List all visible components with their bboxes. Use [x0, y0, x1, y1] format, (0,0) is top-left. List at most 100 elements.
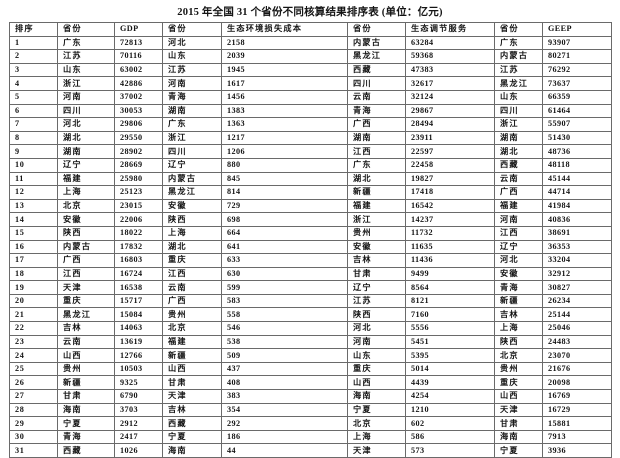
cell-eco-regulation-service: 29867	[405, 103, 495, 119]
table-row: 15 陕西 18022 上海 664 贵州 11732 江西 38691	[9, 225, 612, 241]
table-header: 排序 省份 GDP 省份 生态环境损失成本 省份 生态调节服务 省份 GEEP	[9, 22, 612, 37]
cell-province-gdp: 云南	[57, 334, 115, 350]
column-header-province-gdp: 省份	[57, 22, 115, 37]
cell-province-eco: 云南	[162, 280, 222, 295]
cell-gdp: 22006	[114, 212, 163, 227]
table-row: 12 上海 25123 黑龙江 814 新疆 17418 广西 44714	[9, 185, 612, 200]
cell-eco-loss-cost: 2158	[221, 35, 348, 51]
cell-province-reg: 重庆	[347, 361, 406, 377]
cell-gdp: 2417	[114, 429, 163, 445]
cell-eco-loss-cost: 509	[221, 348, 348, 363]
cell-province-eco: 陕西	[162, 212, 222, 227]
cell-rank: 17	[9, 253, 58, 268]
table-row: 8 湖北 29550 浙江 1217 湖南 23911 湖南 51430	[9, 130, 612, 146]
cell-province-eco: 吉林	[162, 402, 222, 418]
table-row: 26 新疆 9325 甘肃 408 山西 4439 重庆 20098	[9, 375, 612, 391]
cell-gdp: 12766	[114, 348, 163, 363]
cell-province-eco: 内蒙古	[162, 171, 222, 187]
cell-province-geep: 湖南	[494, 130, 543, 146]
cell-eco-loss-cost: 880	[221, 157, 348, 173]
cell-geep: 93907	[542, 35, 612, 51]
cell-province-gdp: 河南	[57, 89, 115, 105]
cell-eco-loss-cost: 1383	[221, 103, 348, 119]
cell-rank: 8	[9, 130, 58, 146]
cell-province-gdp: 山西	[57, 348, 115, 363]
cell-province-gdp: 吉林	[57, 321, 115, 336]
cell-gdp: 29550	[114, 130, 163, 146]
cell-province-reg: 青海	[347, 103, 406, 119]
table-row: 5 河南 37002 青海 1456 云南 32124 山东 66359	[9, 89, 612, 105]
cell-rank: 23	[9, 334, 58, 350]
cell-rank: 26	[9, 375, 58, 391]
cell-province-eco: 宁夏	[162, 429, 222, 445]
cell-province-eco: 河北	[162, 35, 222, 51]
cell-rank: 21	[9, 307, 58, 323]
cell-province-gdp: 甘肃	[57, 389, 115, 404]
cell-province-eco: 湖北	[162, 239, 222, 255]
cell-province-gdp: 黑龙江	[57, 307, 115, 323]
cell-province-reg: 安徽	[347, 239, 406, 255]
cell-province-reg: 云南	[347, 89, 406, 105]
cell-province-eco: 四川	[162, 144, 222, 159]
cell-eco-loss-cost: 1456	[221, 89, 348, 105]
table-row: 20 重庆 15717 广西 583 江苏 8121 新疆 26234	[9, 293, 612, 309]
cell-rank: 16	[9, 239, 58, 255]
cell-eco-regulation-service: 32124	[405, 89, 495, 105]
cell-province-reg: 湖南	[347, 130, 406, 146]
cell-eco-regulation-service: 9499	[405, 266, 495, 282]
cell-rank: 27	[9, 389, 58, 404]
cell-rank: 25	[9, 361, 58, 377]
cell-gdp: 15084	[114, 307, 163, 323]
table-container: 排序 省份 GDP 省份 生态环境损失成本 省份 生态调节服务 省份 GEEP …	[0, 22, 620, 458]
cell-rank: 24	[9, 348, 58, 363]
cell-geep: 36353	[542, 239, 612, 255]
table-row: 11 福建 25980 内蒙古 845 湖北 19827 云南 45144	[9, 171, 612, 187]
cell-gdp: 63002	[114, 62, 163, 78]
cell-province-reg: 山西	[347, 375, 406, 391]
cell-rank: 6	[9, 103, 58, 119]
cell-eco-loss-cost: 292	[221, 416, 348, 431]
cell-province-geep: 贵州	[494, 361, 543, 377]
province-ranking-table: 排序 省份 GDP 省份 生态环境损失成本 省份 生态调节服务 省份 GEEP …	[9, 22, 612, 458]
cell-province-geep: 浙江	[494, 117, 543, 132]
cell-province-gdp: 浙江	[57, 76, 115, 91]
cell-geep: 25046	[542, 321, 612, 336]
cell-eco-loss-cost: 583	[221, 293, 348, 309]
cell-eco-loss-cost: 1217	[221, 130, 348, 146]
cell-province-reg: 福建	[347, 198, 406, 214]
cell-province-gdp: 江西	[57, 266, 115, 282]
cell-geep: 45144	[542, 171, 612, 187]
cell-eco-regulation-service: 16542	[405, 198, 495, 214]
cell-province-geep: 天津	[494, 402, 543, 418]
cell-province-gdp: 广东	[57, 35, 115, 51]
cell-province-gdp: 北京	[57, 198, 115, 214]
cell-eco-loss-cost: 845	[221, 171, 348, 187]
cell-gdp: 28669	[114, 157, 163, 173]
cell-eco-loss-cost: 538	[221, 334, 348, 350]
cell-rank: 7	[9, 117, 58, 132]
cell-eco-regulation-service: 22458	[405, 157, 495, 173]
cell-eco-regulation-service: 32617	[405, 76, 495, 91]
cell-province-geep: 宁夏	[494, 443, 543, 458]
table-row: 31 西藏 1026 海南 44 天津 573 宁夏 3936	[9, 443, 612, 458]
cell-gdp: 13619	[114, 334, 163, 350]
table-row: 22 吉林 14063 北京 546 河北 5556 上海 25046	[9, 321, 612, 336]
cell-geep: 73637	[542, 76, 612, 91]
cell-province-geep: 江西	[494, 225, 543, 241]
cell-province-gdp: 河北	[57, 117, 115, 132]
cell-eco-regulation-service: 4439	[405, 375, 495, 391]
cell-eco-regulation-service: 8564	[405, 280, 495, 295]
cell-geep: 7913	[542, 429, 612, 445]
cell-eco-loss-cost: 558	[221, 307, 348, 323]
cell-province-geep: 广西	[494, 185, 543, 200]
cell-eco-loss-cost: 1363	[221, 117, 348, 132]
cell-gdp: 18022	[114, 225, 163, 241]
cell-eco-loss-cost: 1206	[221, 144, 348, 159]
cell-eco-loss-cost: 1617	[221, 76, 348, 91]
cell-province-eco: 西藏	[162, 416, 222, 431]
cell-geep: 66359	[542, 89, 612, 105]
cell-rank: 14	[9, 212, 58, 227]
cell-province-reg: 辽宁	[347, 280, 406, 295]
cell-eco-loss-cost: 44	[221, 443, 348, 458]
cell-province-eco: 浙江	[162, 130, 222, 146]
